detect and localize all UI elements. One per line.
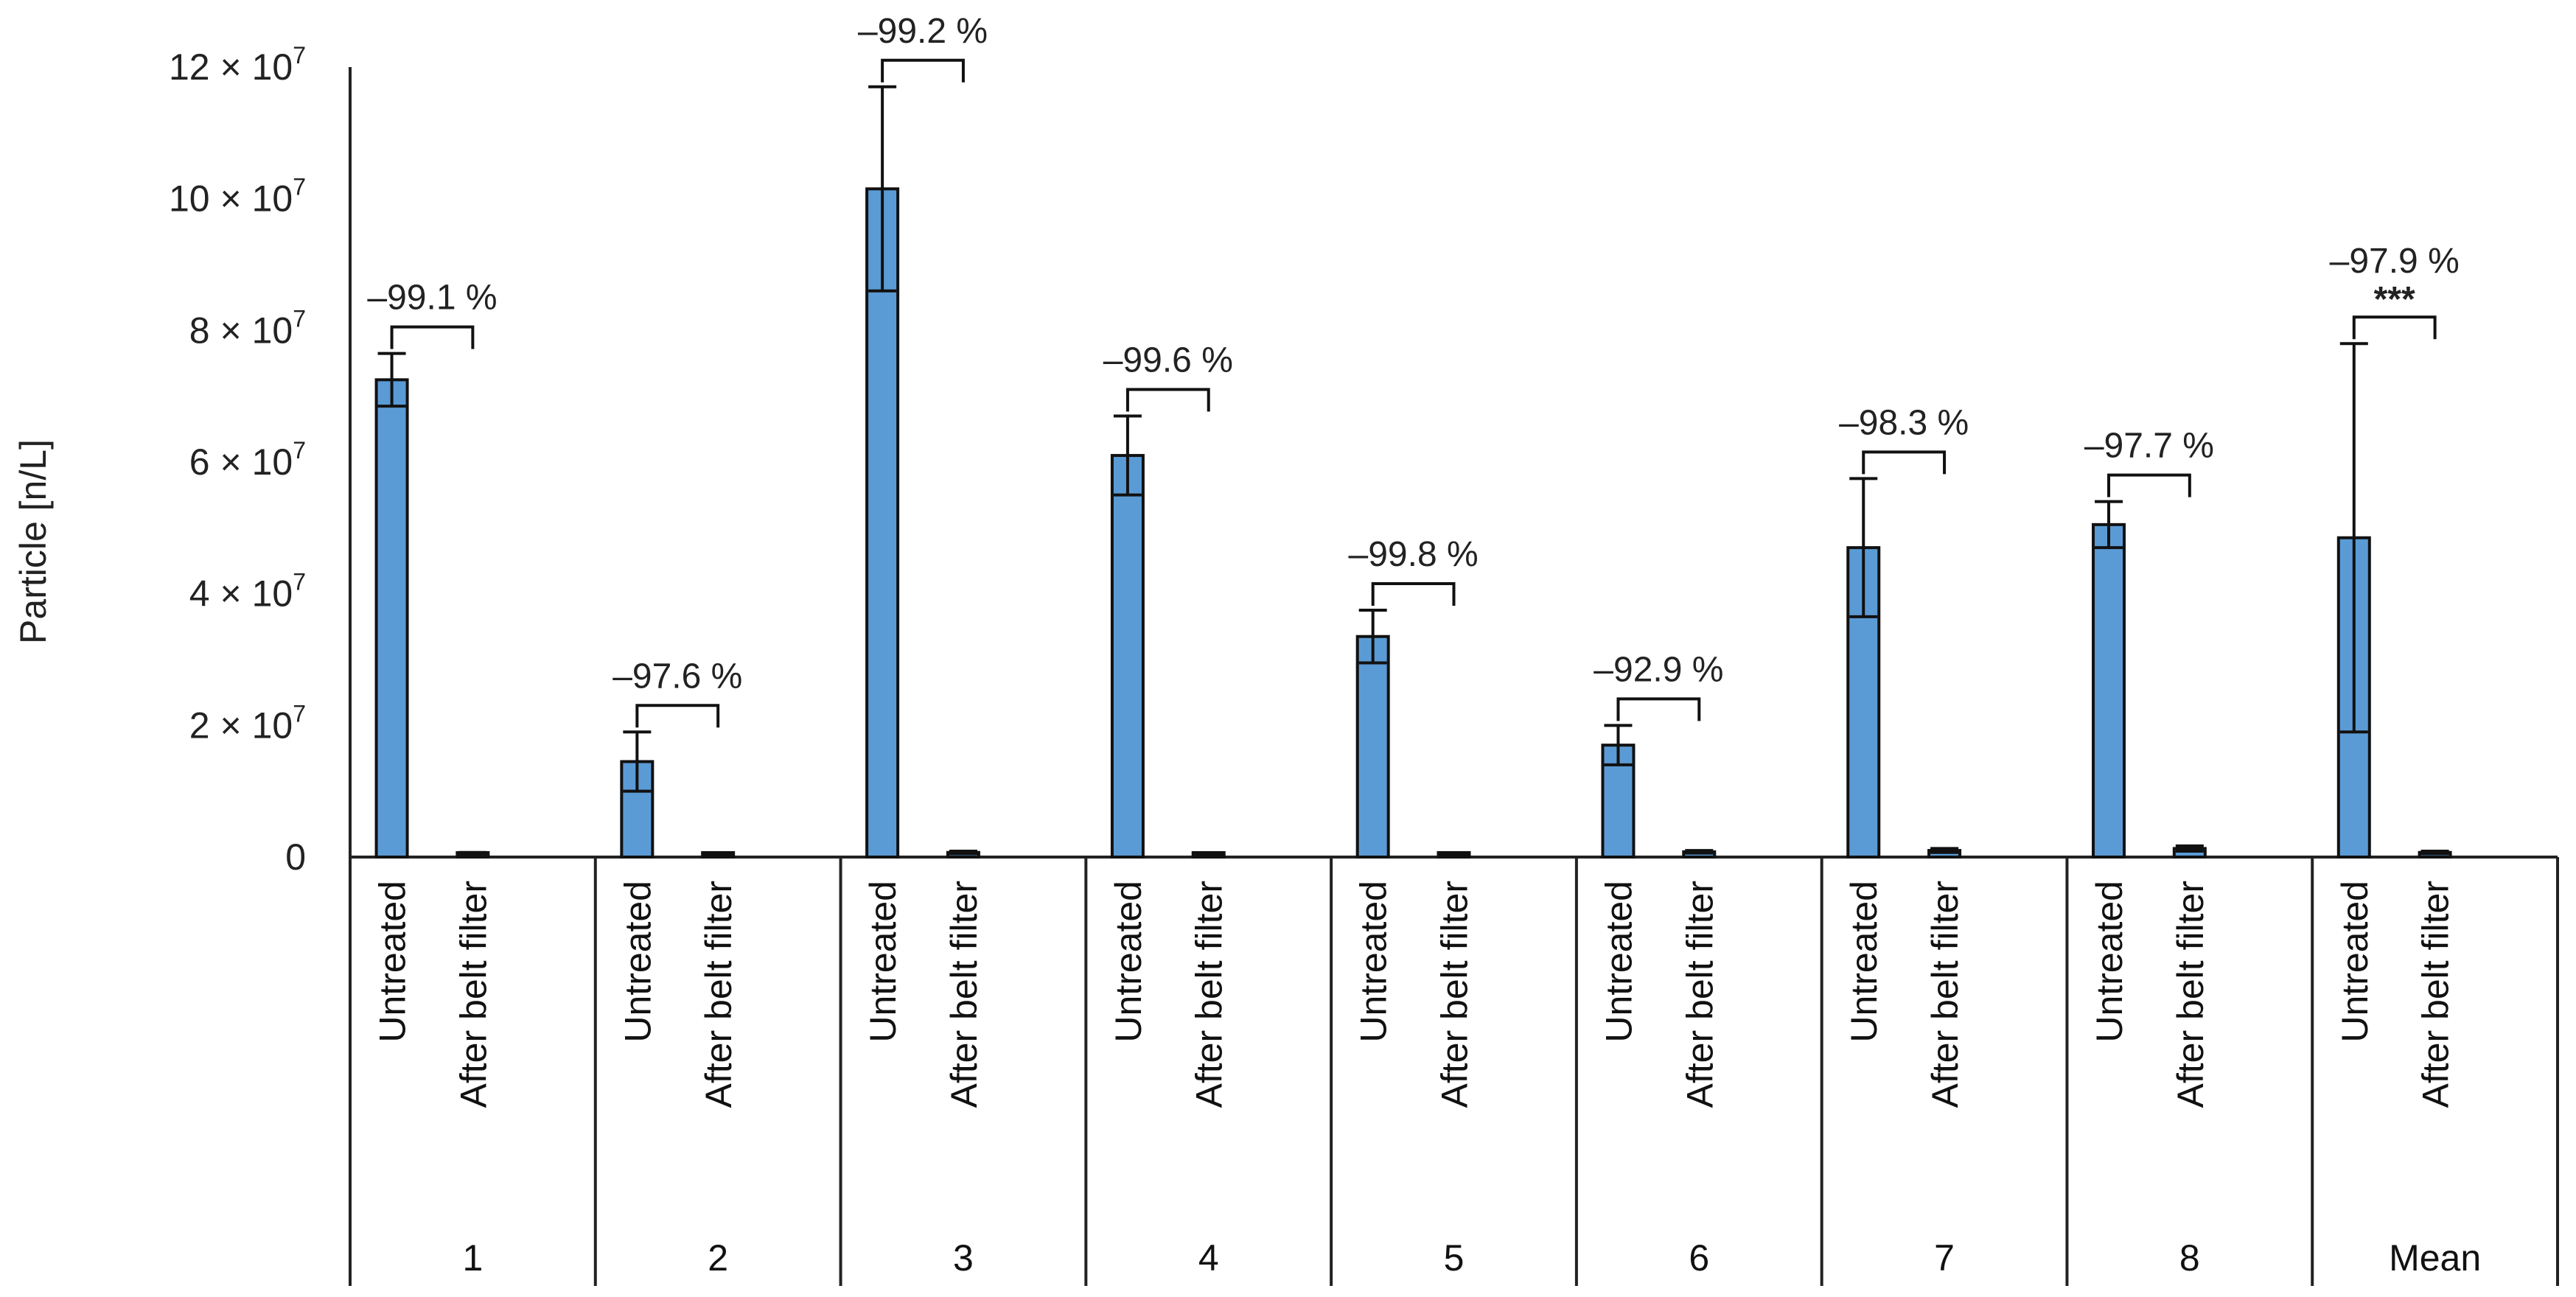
y-tick-label-base: 2 × 10 <box>189 705 293 746</box>
y-tick-label-exponent: 7 <box>293 569 306 595</box>
y-tick-label-exponent: 7 <box>293 42 306 69</box>
category-label: 6 <box>1689 1237 1709 1279</box>
category-label: 4 <box>1198 1237 1219 1279</box>
y-tick-label-base: 6 × 10 <box>189 441 293 483</box>
x-axis: 1 Untreated After belt filter 2 Untreated Aft… <box>349 856 2559 1286</box>
bar-untreated <box>2092 522 2126 859</box>
y-tick-label-base: 0 <box>285 836 306 878</box>
category-label: 7 <box>1934 1237 1955 1279</box>
subcategory-label: Untreated <box>1353 881 1395 1043</box>
reduction-label: –99.2 % <box>858 12 988 51</box>
bars <box>374 85 2452 859</box>
y-tick-label: 12 × 107 <box>169 42 306 88</box>
subcategory-label: After belt filter <box>453 881 494 1108</box>
reduction-label: –92.9 % <box>1594 650 1723 689</box>
y-tick-label: 0 <box>285 836 306 878</box>
subcategory-label: After belt filter <box>2415 881 2457 1108</box>
category-label: 1 <box>462 1237 483 1279</box>
subcategory-label: Untreated <box>1598 881 1639 1043</box>
y-tick-label-exponent: 7 <box>293 174 306 200</box>
reduction-label: –97.9 % <box>2330 242 2460 281</box>
subcategory-label: After belt filter <box>1679 881 1720 1108</box>
y-tick-label: 6 × 107 <box>189 437 306 483</box>
bar-untreated <box>865 187 900 859</box>
comparison-bracket <box>2352 315 2437 340</box>
y-tick-label-base: 4 × 10 <box>189 573 293 615</box>
bar-untreated <box>374 378 409 859</box>
subcategory-label: After belt filter <box>1924 881 1966 1108</box>
subcategory-label: Untreated <box>1843 881 1885 1043</box>
comparison-bracket <box>390 325 475 349</box>
comparison-bracket <box>881 58 965 83</box>
category-label: Mean <box>2389 1237 2481 1279</box>
reduction-label: –99.1 % <box>367 279 497 318</box>
subcategory-label: Untreated <box>2089 881 2130 1043</box>
reduction-label: –99.8 % <box>1349 535 1479 574</box>
category-label: 5 <box>1444 1237 1465 1279</box>
bar-untreated <box>1110 454 1145 859</box>
reduction-label: –98.3 % <box>1839 403 1969 442</box>
subcategory-label: Untreated <box>862 881 904 1043</box>
reduction-label: –97.6 % <box>612 657 742 696</box>
bar-untreated <box>1355 634 1390 859</box>
y-tick-label-exponent: 7 <box>293 305 306 332</box>
subcategory-label: After belt filter <box>1434 881 1476 1108</box>
category-label: 2 <box>708 1237 728 1279</box>
y-tick-label-exponent: 7 <box>293 437 306 464</box>
reduction-label: –99.6 % <box>1103 340 1233 380</box>
subcategory-label: Untreated <box>372 881 413 1043</box>
subcategory-label: Untreated <box>617 881 658 1043</box>
y-tick-label: 2 × 107 <box>189 700 306 746</box>
comparison-bracket <box>2107 473 2191 497</box>
y-axis-label: Particle [n/L] <box>13 439 54 644</box>
subcategory-label: Untreated <box>2334 881 2376 1043</box>
comparison-bracket <box>1371 582 1456 606</box>
y-tick-label: 8 × 107 <box>189 305 306 351</box>
y-tick-label-base: 12 × 10 <box>169 46 293 88</box>
subcategory-label: After belt filter <box>943 881 985 1108</box>
comparison-bracket <box>1862 450 1947 475</box>
subcategory-label: Untreated <box>1108 881 1149 1043</box>
comparison-bracket <box>635 704 720 728</box>
y-axis-label-group: Particle [n/L] <box>13 439 54 644</box>
y-tick-label-base: 8 × 10 <box>189 310 293 351</box>
comparison-bracket <box>1616 697 1701 721</box>
y-tick-label-base: 10 × 10 <box>169 178 293 220</box>
subcategory-label: After belt filter <box>2170 881 2211 1108</box>
subcategory-label: After belt filter <box>698 881 739 1108</box>
reduction-label: –97.7 % <box>2084 427 2214 466</box>
y-tick-label: 10 × 107 <box>169 174 306 220</box>
subcategory-label: After belt filter <box>1189 881 1230 1108</box>
y-tick-label: 4 × 107 <box>189 569 306 615</box>
significance-stars: *** <box>2374 280 2415 319</box>
y-tick-label-exponent: 7 <box>293 700 306 727</box>
category-label: 3 <box>953 1237 974 1279</box>
category-label: 8 <box>2179 1237 2200 1279</box>
comparison-bracket <box>1125 388 1210 412</box>
annotations: –99.1 % –97.6 % –99.2 % –99.6 % –99.8 % –92.9… <box>367 12 2460 728</box>
